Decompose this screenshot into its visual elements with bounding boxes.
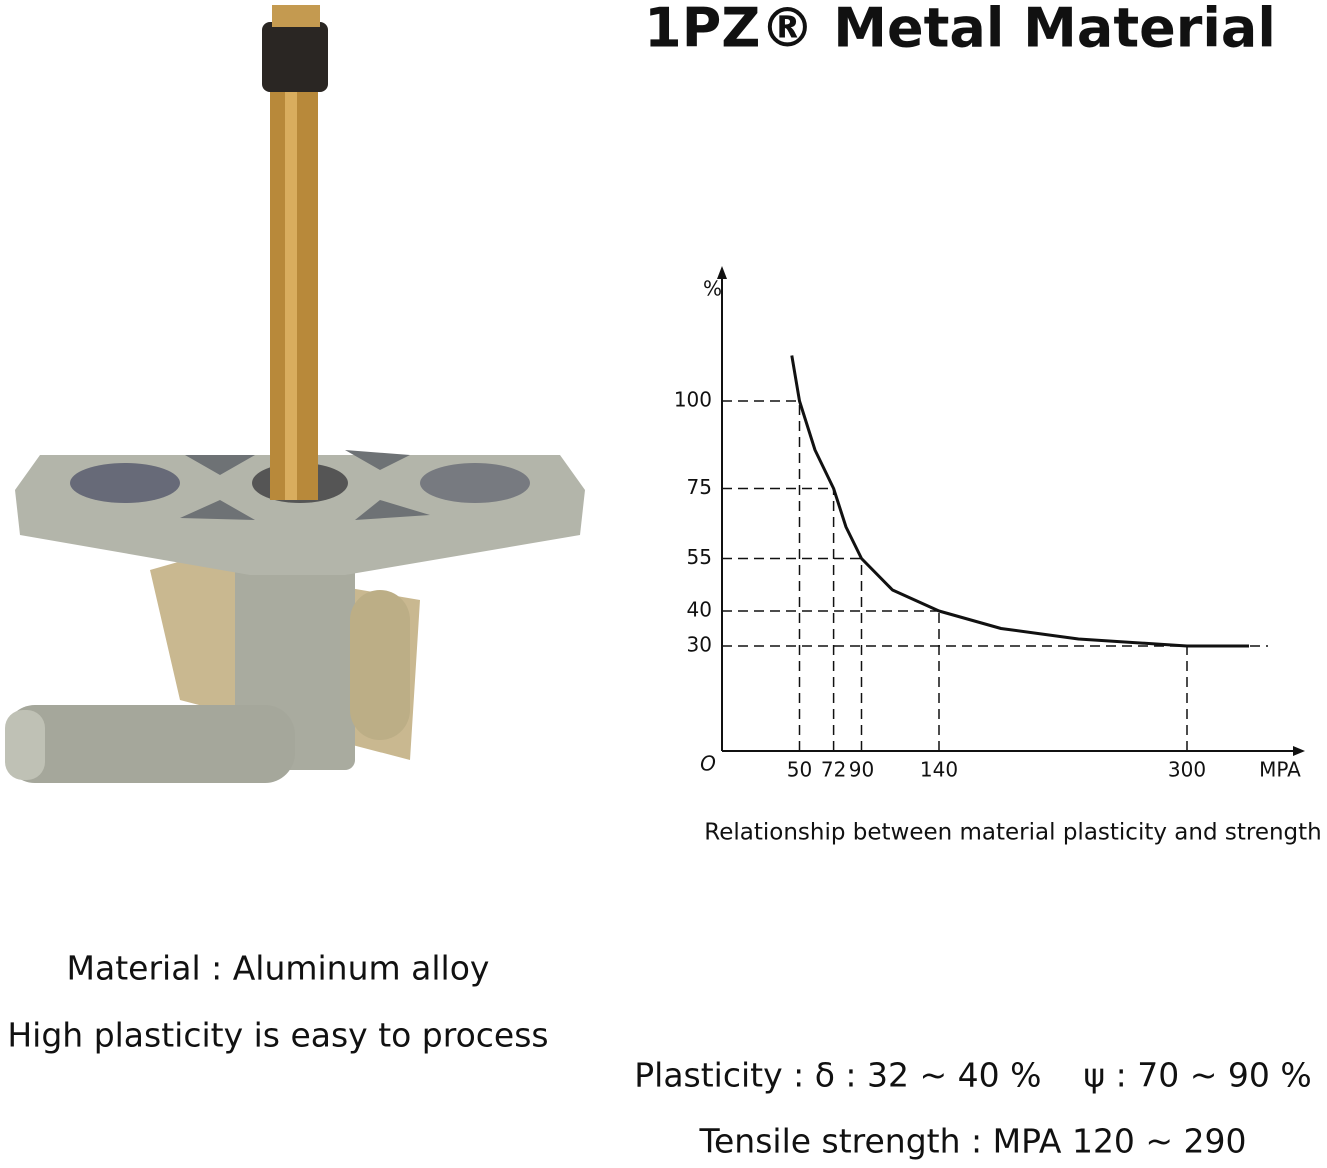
- y-axis-arrow: [717, 266, 727, 279]
- product-photo: [5, 5, 585, 783]
- tensile-text: Tensile strength : MPA 120 ~ 290: [698, 1122, 1246, 1161]
- chart-caption: Relationship between material plasticity…: [704, 820, 1322, 846]
- y-tick-label: 75: [687, 475, 712, 499]
- x-tick-label: 72: [821, 758, 846, 782]
- y-tick-label: 30: [687, 633, 712, 657]
- x-tick-label: 300: [1168, 758, 1206, 782]
- x-tick-label: 50: [787, 758, 812, 782]
- x-tick-label: 90: [849, 758, 874, 782]
- page-title: 1PZ® Metal Material: [644, 0, 1276, 60]
- origin-label: O: [700, 752, 716, 776]
- process-text: High plasticity is easy to process: [7, 1016, 548, 1055]
- x-axis-arrow: [1293, 746, 1305, 756]
- curve: [790, 355, 1249, 648]
- y-tick-label: 40: [687, 598, 712, 622]
- material-text: Material : Aluminum alloy: [67, 949, 490, 988]
- x-axis-label: MPA: [1259, 758, 1301, 782]
- chart: % MPA O Relationship between material pl…: [674, 266, 1322, 846]
- y-axis-label: %: [703, 277, 722, 301]
- plasticity-text: Plasticity : δ : 32 ~ 40 % ψ : 70 ~ 90 %: [634, 1056, 1312, 1095]
- x-tick-label: 140: [920, 758, 958, 782]
- y-tick-label: 55: [687, 545, 712, 569]
- y-tick-label: 100: [674, 388, 712, 412]
